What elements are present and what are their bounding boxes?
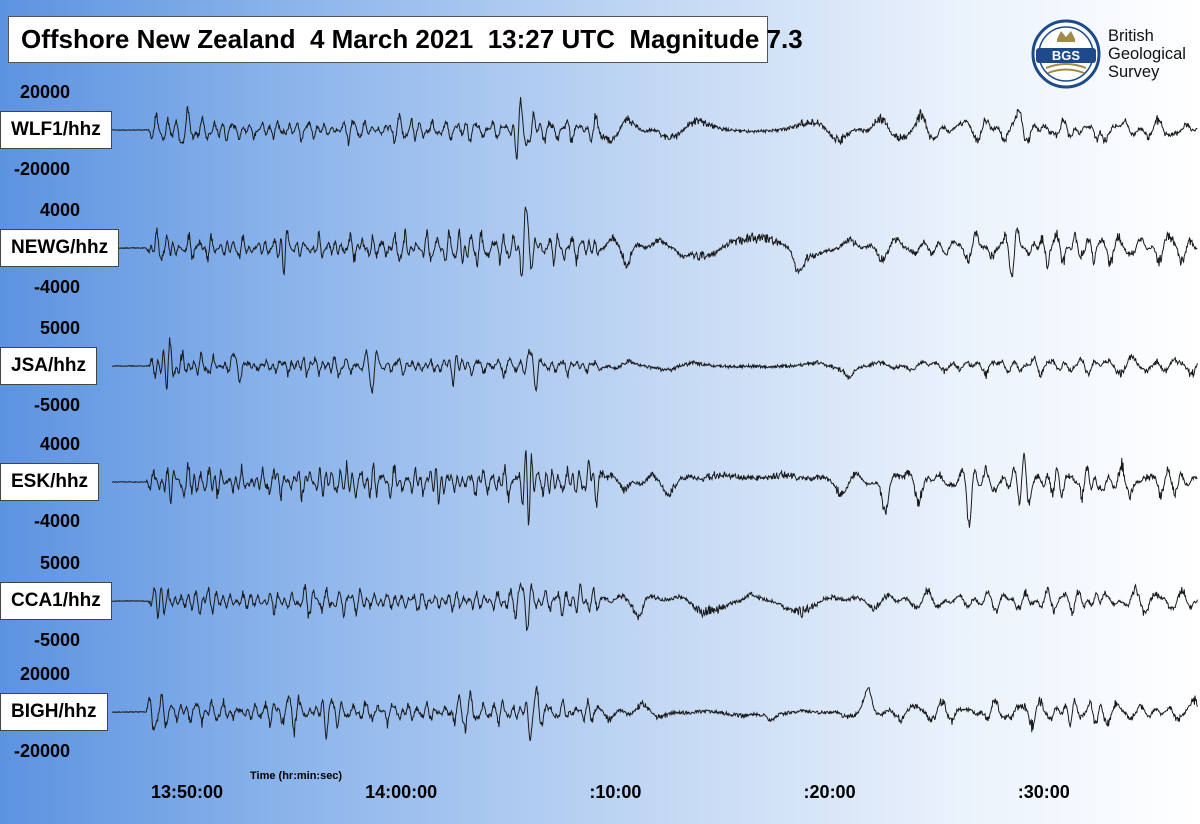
logo-abbr: BGS xyxy=(1052,48,1081,63)
trace-cca1-hhz xyxy=(112,581,1198,631)
x-tick-label: 14:00:00 xyxy=(365,782,438,802)
y-tick-max: 5000 xyxy=(40,318,81,338)
logo-line-3: Survey xyxy=(1108,63,1160,81)
trace-bigh-hhz xyxy=(111,684,1198,742)
y-tick-min: -5000 xyxy=(34,630,81,650)
station-label: BIGH/hhz xyxy=(0,693,108,731)
logo-line-1: British xyxy=(1108,27,1154,45)
y-tick-max: 20000 xyxy=(20,664,71,684)
x-tick-label: 13:50:00 xyxy=(150,782,223,802)
bgs-logo: BGS British Geological Survey xyxy=(1030,18,1195,90)
x-tick-label: :30:00 xyxy=(1017,782,1070,802)
y-tick-min: -20000 xyxy=(14,159,71,179)
y-tick-max: 20000 xyxy=(20,82,71,102)
station-label: WLF1/hhz xyxy=(0,111,112,149)
y-tick-min: -5000 xyxy=(34,395,81,415)
y-tick-min: -4000 xyxy=(34,277,81,297)
trace-newg-hhz xyxy=(112,206,1198,278)
trace-jsa-hhz xyxy=(111,337,1198,394)
y-tick-min: -4000 xyxy=(34,511,81,531)
chart-title: Offshore New Zealand 4 March 2021 13:27 … xyxy=(8,16,803,63)
trace-esk-hhz xyxy=(112,450,1198,528)
station-label: CCA1/hhz xyxy=(0,582,112,620)
x-axis-label: Time (hr:min:sec) xyxy=(250,770,343,782)
y-tick-min: -20000 xyxy=(14,741,71,761)
x-tick-label: :10:00 xyxy=(589,782,642,802)
y-tick-max: 4000 xyxy=(40,434,81,454)
y-tick-max: 4000 xyxy=(40,200,81,220)
trace-wlf1-hhz xyxy=(111,97,1198,160)
station-label: ESK/hhz xyxy=(0,463,100,501)
logo-line-2: Geological xyxy=(1108,45,1186,63)
station-label: NEWG/hhz xyxy=(0,229,120,267)
station-label: JSA/hhz xyxy=(0,347,97,385)
y-tick-max: 5000 xyxy=(40,553,81,573)
x-tick-label: :20:00 xyxy=(803,782,856,802)
bgs-seal-icon: BGS xyxy=(1031,19,1101,89)
